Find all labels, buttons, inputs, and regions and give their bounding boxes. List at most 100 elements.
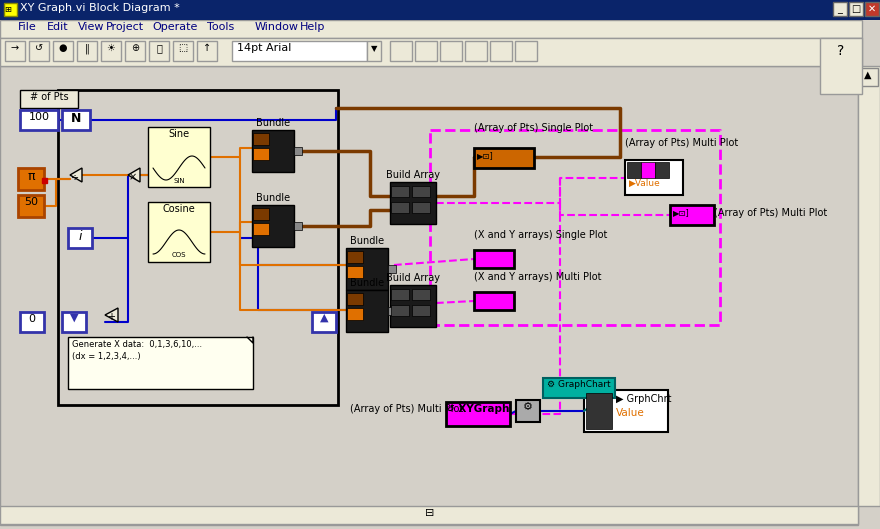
FancyBboxPatch shape: [173, 41, 193, 61]
Text: Build Array: Build Array: [386, 273, 440, 283]
FancyBboxPatch shape: [412, 289, 430, 300]
FancyBboxPatch shape: [415, 41, 437, 61]
Text: ⚙: ⚙: [523, 402, 533, 412]
FancyBboxPatch shape: [253, 148, 269, 160]
Text: Sine: Sine: [168, 129, 189, 139]
Text: Bundle: Bundle: [350, 278, 384, 288]
FancyBboxPatch shape: [390, 285, 436, 327]
Text: Tools: Tools: [207, 22, 234, 32]
Text: Bundle: Bundle: [350, 236, 384, 246]
Text: ▶ GrphChrt: ▶ GrphChrt: [616, 394, 671, 404]
FancyBboxPatch shape: [347, 308, 363, 320]
FancyBboxPatch shape: [20, 110, 58, 130]
FancyBboxPatch shape: [0, 506, 858, 524]
Text: (Array of Pts) Multi Plot: (Array of Pts) Multi Plot: [625, 138, 738, 148]
FancyBboxPatch shape: [347, 266, 363, 278]
Text: ▶⊡]: ▶⊡]: [477, 151, 494, 160]
FancyBboxPatch shape: [474, 292, 514, 310]
FancyBboxPatch shape: [148, 202, 210, 262]
FancyBboxPatch shape: [584, 390, 668, 432]
FancyBboxPatch shape: [412, 305, 430, 316]
FancyBboxPatch shape: [391, 305, 409, 316]
FancyBboxPatch shape: [859, 68, 878, 86]
FancyBboxPatch shape: [294, 147, 302, 155]
Text: □: □: [851, 4, 861, 14]
Text: Edit: Edit: [47, 22, 69, 32]
Text: Help: Help: [300, 22, 326, 32]
Text: ⬛: ⬛: [156, 43, 162, 53]
Text: N: N: [70, 112, 81, 125]
FancyBboxPatch shape: [474, 250, 514, 268]
Text: 50: 50: [24, 197, 38, 207]
Text: ⊕: ⊕: [131, 43, 139, 53]
FancyBboxPatch shape: [655, 162, 669, 178]
FancyBboxPatch shape: [4, 3, 17, 16]
Text: Bundle: Bundle: [256, 193, 290, 203]
Text: SIN: SIN: [173, 178, 185, 184]
Text: ▶⊡]: ▶⊡]: [673, 208, 690, 217]
Text: Generate X data:  0,1,3,6,10,...: Generate X data: 0,1,3,6,10,...: [72, 340, 202, 349]
FancyBboxPatch shape: [849, 2, 863, 16]
FancyBboxPatch shape: [440, 41, 462, 61]
Text: COS: COS: [172, 252, 187, 258]
FancyBboxPatch shape: [68, 337, 253, 389]
FancyBboxPatch shape: [516, 400, 540, 422]
Text: ▶Value: ▶Value: [629, 179, 661, 188]
FancyBboxPatch shape: [42, 178, 47, 183]
Text: ☀: ☀: [106, 43, 115, 53]
Text: ↑: ↑: [203, 43, 211, 53]
FancyBboxPatch shape: [148, 127, 210, 187]
FancyBboxPatch shape: [77, 41, 97, 61]
FancyBboxPatch shape: [465, 41, 487, 61]
FancyBboxPatch shape: [412, 186, 430, 197]
FancyBboxPatch shape: [390, 41, 412, 61]
FancyBboxPatch shape: [346, 290, 388, 332]
Text: +: +: [107, 312, 115, 322]
Text: Window: Window: [255, 22, 299, 32]
Text: ▲: ▲: [319, 313, 328, 323]
Text: 0: 0: [28, 314, 35, 324]
FancyBboxPatch shape: [253, 208, 269, 220]
FancyBboxPatch shape: [0, 0, 880, 20]
FancyBboxPatch shape: [312, 312, 336, 332]
FancyBboxPatch shape: [252, 130, 294, 172]
Text: π: π: [27, 170, 34, 183]
FancyBboxPatch shape: [388, 307, 396, 315]
Text: View: View: [78, 22, 105, 32]
FancyBboxPatch shape: [20, 90, 78, 108]
FancyBboxPatch shape: [858, 66, 880, 506]
FancyBboxPatch shape: [412, 202, 430, 213]
FancyBboxPatch shape: [18, 168, 44, 190]
Text: ×: ×: [128, 172, 137, 182]
Text: ↺: ↺: [35, 43, 43, 53]
FancyBboxPatch shape: [391, 289, 409, 300]
FancyBboxPatch shape: [62, 312, 86, 332]
FancyBboxPatch shape: [391, 202, 409, 213]
Text: i: i: [78, 230, 82, 243]
FancyBboxPatch shape: [253, 133, 269, 145]
FancyBboxPatch shape: [0, 66, 858, 525]
Text: _: _: [838, 4, 842, 14]
Text: →: →: [11, 43, 19, 53]
FancyBboxPatch shape: [347, 251, 363, 263]
FancyBboxPatch shape: [53, 41, 73, 61]
FancyBboxPatch shape: [29, 41, 49, 61]
Text: ⬚: ⬚: [179, 43, 187, 53]
Text: Operate: Operate: [152, 22, 197, 32]
FancyBboxPatch shape: [125, 41, 145, 61]
FancyBboxPatch shape: [865, 2, 879, 16]
Text: XY Graph.vi Block Diagram *: XY Graph.vi Block Diagram *: [20, 3, 180, 13]
FancyBboxPatch shape: [294, 222, 302, 230]
FancyBboxPatch shape: [0, 20, 862, 38]
FancyBboxPatch shape: [18, 195, 44, 217]
Text: Bundle: Bundle: [256, 118, 290, 128]
Text: ▼: ▼: [70, 313, 78, 323]
Text: ●: ●: [59, 43, 67, 53]
FancyBboxPatch shape: [641, 162, 655, 178]
FancyBboxPatch shape: [0, 38, 862, 66]
FancyBboxPatch shape: [670, 205, 714, 225]
FancyBboxPatch shape: [68, 228, 92, 248]
FancyBboxPatch shape: [474, 148, 534, 168]
Text: ▲: ▲: [864, 70, 872, 80]
Text: 14pt Arial: 14pt Arial: [237, 43, 291, 53]
